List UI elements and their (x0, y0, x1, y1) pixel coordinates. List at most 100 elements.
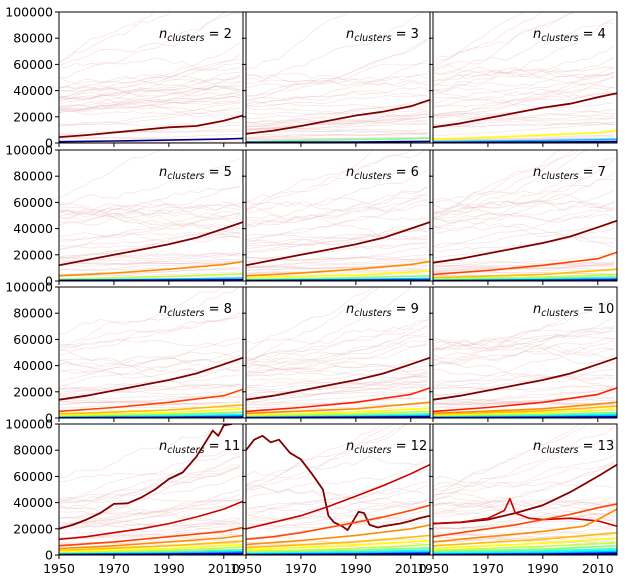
x-tick-label: 1990 (153, 561, 185, 576)
cluster-series-line (433, 465, 617, 524)
background-line (246, 78, 427, 86)
y-tick-label: 40000 (13, 83, 53, 98)
background-lines (246, 0, 427, 142)
annotation-subscript: clusters (167, 308, 204, 319)
background-line (59, 317, 240, 351)
annotation-value: = 4 (579, 27, 606, 42)
background-line (59, 13, 240, 77)
y-tick-label: 20000 (13, 521, 53, 536)
y-tick-label: 20000 (13, 384, 53, 399)
background-line (59, 313, 240, 345)
y-tick-label: 80000 (13, 169, 53, 184)
panel-3: nclusters = 3 (242, 0, 430, 147)
annotation-value: = 2 (205, 27, 232, 42)
background-line (246, 486, 427, 499)
annotation-subscript: clusters (354, 308, 391, 319)
annotation-subscript: clusters (354, 445, 391, 456)
background-lines (433, 105, 614, 280)
y-tick-label: 40000 (13, 495, 53, 510)
panel-annotation: nclusters = 11 (159, 439, 240, 456)
background-line (246, 514, 427, 522)
annotation-n: n (346, 302, 354, 317)
panel-plot-area (59, 275, 243, 418)
y-tick-label: 100000 (5, 417, 53, 432)
cluster-series-line (59, 280, 243, 281)
background-line (433, 180, 614, 213)
annotation-n: n (159, 27, 167, 42)
annotation-value: = 11 (205, 439, 241, 454)
panel-annotation: nclusters = 13 (533, 439, 614, 456)
panel-plot-area (433, 0, 617, 143)
panel-10: nclusters = 10 (429, 287, 617, 422)
annotation-value: = 12 (392, 439, 428, 454)
background-line (433, 105, 614, 215)
annotation-subscript: clusters (354, 33, 391, 44)
y-tick-label: 100000 (5, 5, 53, 20)
annotation-value: = 3 (392, 27, 419, 42)
panel-annotation: nclusters = 7 (533, 165, 606, 182)
annotation-value: = 9 (392, 302, 419, 317)
background-line (433, 385, 614, 390)
background-line (246, 11, 427, 84)
annotation-n: n (346, 439, 354, 454)
x-tick-label: 1950 (417, 561, 449, 576)
panel-plot-area (59, 138, 243, 281)
panel-annotation: nclusters = 4 (533, 27, 606, 44)
background-line (59, 339, 240, 382)
y-tick-label: 60000 (13, 57, 53, 72)
cluster-series-line (433, 142, 617, 143)
x-tick-label: 2010 (582, 561, 614, 576)
background-line (433, 385, 614, 391)
annotation-n: n (346, 27, 354, 42)
annotation-value: = 10 (579, 302, 615, 317)
panel-4: nclusters = 4 (429, 0, 617, 147)
panel-annotation: nclusters = 8 (159, 302, 232, 319)
annotation-subscript: clusters (541, 445, 578, 456)
y-tick-label: 80000 (13, 31, 53, 46)
annotation-value: = 6 (392, 165, 419, 180)
annotation-value: = 5 (205, 165, 232, 180)
annotation-n: n (533, 165, 541, 180)
panel-plot-area (59, 0, 243, 142)
background-line (59, 356, 240, 363)
cluster-series-line (433, 131, 617, 140)
y-tick-label: 80000 (13, 443, 53, 458)
annotation-n: n (346, 165, 354, 180)
background-lines (59, 138, 240, 280)
annotation-subscript: clusters (167, 171, 204, 182)
y-tick-label: 60000 (13, 469, 53, 484)
panel-annotation: nclusters = 10 (533, 302, 614, 319)
background-line (433, 201, 614, 247)
annotation-subscript: clusters (167, 445, 204, 456)
background-line (59, 448, 240, 503)
y-tick-label: 60000 (13, 195, 53, 210)
background-lines (246, 400, 427, 554)
x-tick-label: 1950 (230, 561, 262, 576)
annotation-value: = 7 (579, 165, 606, 180)
background-lines (59, 0, 240, 142)
background-line (246, 487, 427, 504)
x-tick-label: 1950 (43, 561, 75, 576)
x-tick-label: 1990 (527, 561, 559, 576)
panel-plot-area (433, 105, 617, 281)
annotation-n: n (533, 27, 541, 42)
y-tick-label: 20000 (13, 109, 53, 124)
panel-plot-area (246, 0, 430, 142)
y-tick-label: 100000 (5, 280, 53, 295)
annotation-subscript: clusters (354, 171, 391, 182)
annotation-subscript: clusters (541, 171, 578, 182)
cluster-series-line (246, 141, 430, 142)
background-line (246, 95, 427, 105)
y-tick-label: 80000 (13, 306, 53, 321)
annotation-value: = 13 (579, 439, 615, 454)
annotation-value: = 8 (205, 302, 232, 317)
background-line (433, 68, 614, 116)
background-line (246, 63, 427, 96)
x-tick-label: 1970 (285, 561, 317, 576)
x-tick-label: 1970 (98, 561, 130, 576)
